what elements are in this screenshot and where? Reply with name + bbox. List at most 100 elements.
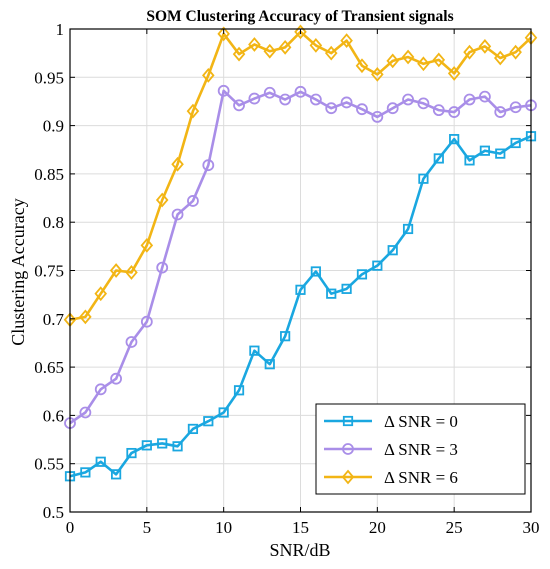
legend-entry: Δ SNR = 3 [324,440,458,459]
series-2 [64,84,537,430]
data-point-circle [171,208,184,221]
data-point-square [111,469,122,480]
legend-label: Δ SNR = 0 [384,412,458,431]
chart-title: SOM Clustering Accuracy of Transient sig… [146,8,453,25]
data-point-circle [432,104,445,117]
y-tick-label: 0.6 [43,406,64,425]
data-point-diamond [447,66,461,81]
data-point-circle [279,93,292,106]
data-point-circle [402,93,414,106]
data-point-square [372,260,383,271]
data-point-square [387,245,398,256]
data-point-square [249,345,260,356]
data-point-square [326,288,337,299]
x-tick-label: 15 [292,518,309,537]
data-point-diamond [355,58,369,74]
data-point-diamond [278,39,292,55]
data-point-diamond [463,44,476,60]
data-point-circle [448,106,461,118]
data-point-diamond [493,50,507,66]
data-point-circle [342,443,354,455]
data-point-diamond [155,192,169,208]
data-point-square [495,148,506,159]
data-point-circle [309,93,322,106]
data-point-diamond [432,52,446,68]
y-tick-label: 0.75 [34,262,64,281]
x-tick-label: 10 [215,518,232,537]
data-point-square [310,266,321,277]
legend-label: Δ SNR = 6 [384,468,458,487]
data-point-circle [202,159,215,172]
data-point-diamond [125,265,138,280]
data-point-square [479,145,491,156]
data-point-square [356,269,368,280]
data-point-circle [94,383,107,396]
data-point-square [295,284,306,295]
data-point-square [126,447,137,459]
data-point-diamond [371,67,384,82]
data-point-circle [371,111,384,123]
data-point-circle [386,102,399,115]
x-tick-labels: 0 5 10 15 20 25 30 [66,518,540,537]
data-point-diamond [79,309,92,325]
data-point-diamond [109,263,123,278]
data-point-diamond [232,46,246,62]
legend-entry: Δ SNR = 0 [324,412,458,431]
y-tick-label: 0.9 [43,117,64,136]
y-tick-label: 0.55 [34,455,64,474]
data-point-diamond [401,49,415,65]
y-tick-labels: 0.5 0.55 0.6 0.65 0.7 0.75 0.8 0.85 0.9 0.95 1 [34,20,64,522]
data-point-diamond [309,38,323,53]
data-point-circle [463,93,476,106]
data-point-square [402,223,414,235]
data-point-diamond [186,103,200,119]
data-point-square [80,467,91,478]
data-point-circle [217,84,230,97]
data-point-diamond [341,469,355,485]
data-point-circle [340,96,353,109]
y-tick-label: 0.65 [34,358,64,377]
data-point-circle [509,101,522,114]
data-point-diamond [202,67,215,83]
data-point-diamond [340,33,353,48]
series-line [69,135,532,478]
data-point-circle [478,90,491,103]
y-tick-label: 1 [56,20,65,39]
data-point-square [433,153,444,164]
data-point-square [157,438,168,449]
x-tick-label: 30 [523,518,540,537]
x-tick-label: 25 [446,518,463,537]
y-tick-label: 0.5 [43,503,64,522]
data-point-circle [125,336,138,348]
data-point-circle [233,99,245,112]
y-tick-label: 0.8 [43,213,64,232]
data-point-circle [494,106,507,118]
data-point-circle [140,315,153,328]
data-point-circle [110,372,122,385]
data-point-diamond [294,24,307,40]
x-tick-label: 0 [66,518,75,537]
x-tick-label: 20 [369,518,386,537]
x-axis-label: SNR/dB [269,540,330,560]
data-point-circle [417,97,430,110]
data-point-diamond [386,53,399,69]
y-tick-label: 0.7 [43,310,65,329]
data-point-diamond [478,38,492,54]
legend-entry: Δ SNR = 6 [324,468,458,487]
data-point-circle [325,102,338,115]
data-point-diamond [509,44,522,60]
data-point-diamond [171,156,184,172]
data-point-square [418,173,429,184]
data-point-diamond [217,26,230,42]
data-point-square [342,415,354,427]
data-point-diamond [248,37,261,52]
data-point-square [449,134,460,145]
data-point-square [218,407,229,418]
y-axis-label: Clustering Accuracy [8,198,28,345]
legend: Δ SNR = 0 Δ SNR = 3 Δ SNR = 6 [315,403,526,495]
data-point-diamond [94,286,108,302]
data-point-diamond [140,237,154,253]
data-point-diamond [263,43,277,59]
data-point-square [203,416,214,427]
